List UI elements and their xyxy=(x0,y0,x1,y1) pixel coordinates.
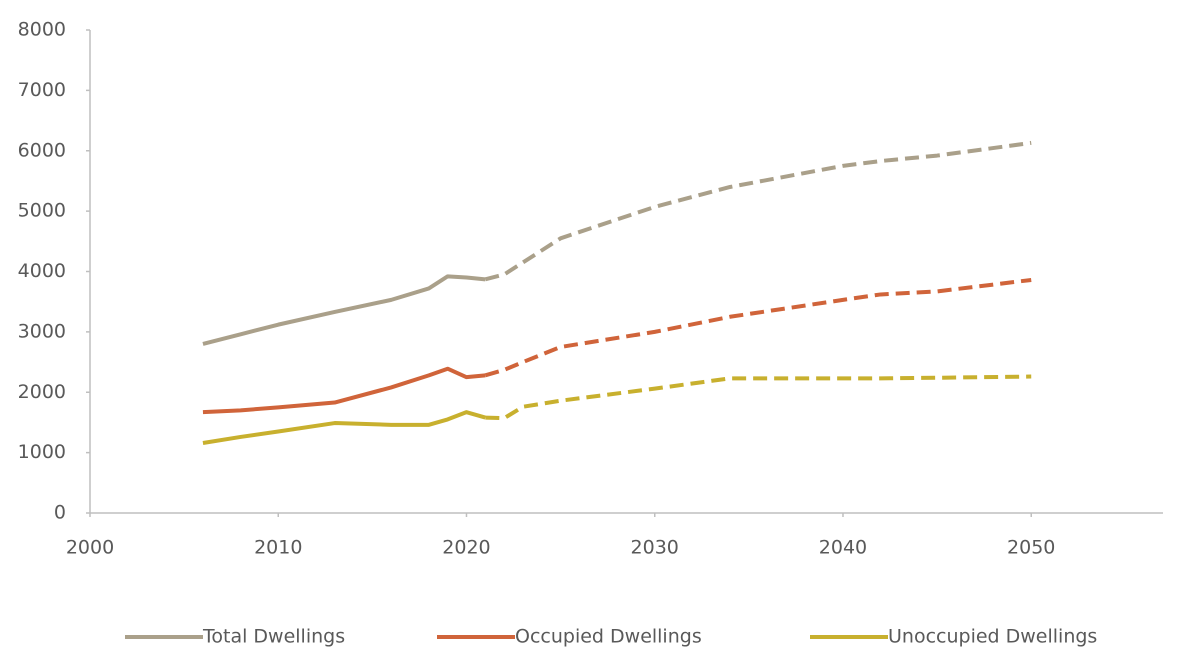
y-tick-label: 4000 xyxy=(18,260,66,282)
projected-line xyxy=(484,277,1032,378)
legend-label: Unoccupied Dwellings xyxy=(888,626,1097,648)
line xyxy=(202,274,486,346)
projected-line xyxy=(484,140,1032,282)
x-tick-label: 2030 xyxy=(631,537,679,559)
projected-line xyxy=(485,374,1032,421)
y-tick-label: 6000 xyxy=(18,139,66,161)
x-tick-label: 2040 xyxy=(819,537,867,559)
y-tick-label: 7000 xyxy=(18,79,66,101)
y-tick-label: 8000 xyxy=(18,19,66,41)
legend-label: Occupied Dwellings xyxy=(515,626,702,648)
y-tick-label: 0 xyxy=(54,502,66,524)
x-tick-label: 2050 xyxy=(1007,537,1055,559)
line xyxy=(202,410,486,445)
x-tick-label: 2000 xyxy=(66,537,114,559)
y-tick-label: 2000 xyxy=(18,381,66,403)
x-tick-label: 2010 xyxy=(254,537,302,559)
y-tick-label: 1000 xyxy=(18,441,66,463)
legend-label: Total Dwellings xyxy=(202,626,345,648)
line xyxy=(202,366,486,415)
y-tick-label: 3000 xyxy=(18,320,66,342)
x-tick-label: 2020 xyxy=(442,537,490,559)
y-tick-label: 5000 xyxy=(18,200,66,222)
